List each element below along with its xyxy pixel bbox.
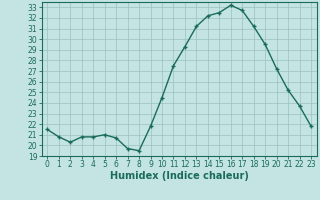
X-axis label: Humidex (Indice chaleur): Humidex (Indice chaleur) <box>110 171 249 181</box>
